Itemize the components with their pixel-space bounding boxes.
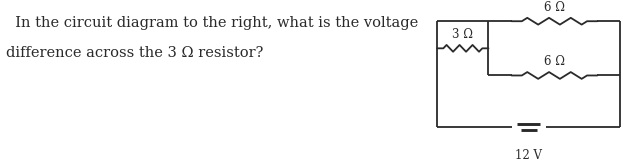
Text: 6 Ω: 6 Ω <box>544 1 565 14</box>
Text: 6 Ω: 6 Ω <box>544 55 565 68</box>
Text: 3 Ω: 3 Ω <box>453 28 473 41</box>
Text: 12 V: 12 V <box>515 149 542 161</box>
Text: In the circuit diagram to the right, what is the voltage: In the circuit diagram to the right, wha… <box>6 16 419 30</box>
Text: difference across the 3 Ω resistor?: difference across the 3 Ω resistor? <box>6 46 264 60</box>
